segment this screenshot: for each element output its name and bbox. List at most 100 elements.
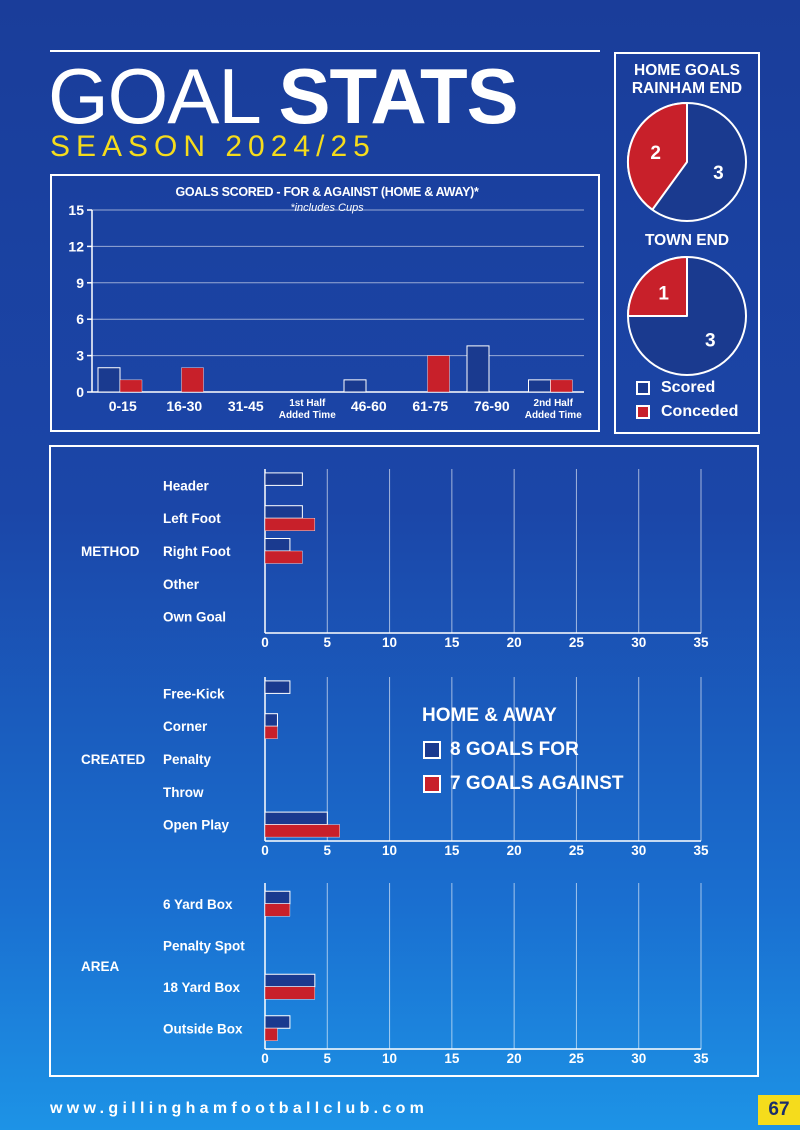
time-period-chart-panel: 0 3 6 9 12 15 0-15 16-30 31-45 1st Half Added Time… [50, 174, 600, 432]
bar-conceded [427, 355, 450, 393]
bar-conceded [181, 367, 204, 393]
goal-breakdown-panel: 0 5 10 15 20 25 30 35 Header Left Foot Right Foot O… [49, 445, 759, 1077]
key-title: HOME & AWAY [422, 705, 557, 726]
x-tick-label: 61-75 [412, 398, 448, 414]
town-conceded-value: 1 [658, 284, 669, 305]
x-tick-label: 0-15 [109, 398, 137, 414]
x-tick-label: Added Time [279, 410, 336, 421]
x-tick-label: 0 [261, 1051, 269, 1066]
category-label: Outside Box [163, 1021, 243, 1036]
x-tick-label: 2nd Half [534, 398, 574, 409]
key-for-label: 8 GOALS FOR [450, 739, 579, 760]
bar-scored [343, 379, 367, 393]
category-label: Open Play [163, 818, 230, 833]
x-tick-label: 35 [693, 635, 709, 650]
x-tick-label: 10 [382, 635, 397, 650]
category-label: 6 Yard Box [163, 897, 233, 912]
y-tick-label: 0 [76, 384, 84, 400]
bar-for [264, 890, 291, 905]
x-tick-label: 30 [631, 635, 646, 650]
rainham-end-pie: 23 [627, 102, 747, 222]
title-light: GOAL [48, 52, 259, 140]
group-label: METHOD [81, 544, 140, 559]
x-tick-label: 10 [382, 843, 397, 858]
category-label: 18 Yard Box [163, 980, 241, 995]
x-tick-label: 20 [507, 1051, 522, 1066]
x-tick-label: 35 [693, 1051, 709, 1066]
x-tick-label: 10 [382, 1051, 397, 1066]
season-subtitle: SEASON 2024/25 [50, 130, 376, 163]
legend-scored-label: Scored [661, 379, 716, 396]
y-tick-label: 3 [76, 348, 84, 364]
rainham-conceded-value: 2 [650, 143, 661, 164]
bar-for [264, 472, 303, 486]
bar-against [264, 550, 303, 564]
bar-for [264, 973, 316, 988]
town-end-pie: 13 [627, 256, 747, 376]
x-tick-label: 15 [444, 843, 460, 858]
y-tick-label: 12 [68, 238, 84, 254]
group-label: AREA [81, 959, 120, 974]
bar-scored [466, 345, 490, 393]
key-against-label: 7 GOALS AGAINST [450, 773, 624, 794]
x-tick-label: 30 [631, 1051, 646, 1066]
x-tick-label: 1st Half [289, 398, 326, 409]
group-label: CREATED [81, 752, 146, 767]
x-tick-label: 15 [444, 1051, 460, 1066]
key-against-swatch [423, 775, 441, 793]
rainham-scored-value: 3 [713, 163, 724, 184]
bar-against [264, 726, 278, 739]
category-label: Header [163, 478, 210, 493]
bar-for [264, 1015, 291, 1029]
time-chart-subtitle: *includes Cups [290, 202, 364, 214]
legend-scored-swatch [636, 381, 650, 395]
x-tick-label: 46-60 [351, 398, 387, 414]
y-tick-label: 6 [76, 311, 84, 327]
footer-url[interactable]: www.gillinghamfootballclub.com [50, 1100, 429, 1117]
time-chart-title: GOALS SCORED - FOR & AGAINST (HOME & AWA… [175, 185, 479, 199]
key-for-swatch [423, 741, 441, 759]
category-label: Own Goal [163, 610, 226, 625]
y-tick-label: 15 [68, 202, 84, 218]
bar-for [264, 680, 291, 694]
x-tick-label: 0 [261, 843, 269, 858]
x-tick-label: 25 [569, 1051, 585, 1066]
x-tick-label: 35 [693, 843, 709, 858]
x-tick-label: 5 [324, 1051, 332, 1066]
x-tick-label: 5 [324, 635, 332, 650]
bar-against [264, 517, 316, 531]
x-tick-label: 25 [569, 635, 585, 650]
category-label: Penalty Spot [163, 938, 245, 953]
bar-scored [97, 367, 121, 393]
x-tick-label: 20 [507, 843, 522, 858]
bar-for [264, 505, 303, 519]
x-tick-label: 0 [261, 635, 269, 650]
bar-for [264, 713, 278, 727]
x-tick-label: 16-30 [166, 398, 202, 414]
title-bold: STATS [278, 52, 519, 140]
bar-for [264, 811, 328, 826]
pie-title-line1: HOME GOALS [634, 62, 740, 79]
category-label: Other [163, 577, 200, 592]
goal-breakdown-chart: 0 5 10 15 20 25 30 35 Header Left Foot Right Foot O… [81, 469, 709, 1066]
page-number: 67 [758, 1095, 800, 1125]
x-tick-label: Added Time [525, 410, 582, 421]
bar-against [264, 824, 340, 838]
bar-conceded [550, 379, 573, 393]
category-label: Left Foot [163, 511, 221, 526]
town-slice-conceded [627, 256, 688, 317]
x-tick-label: 20 [507, 635, 522, 650]
bar-against [264, 1028, 278, 1041]
category-label: Corner [163, 719, 208, 734]
bar-conceded [119, 379, 143, 393]
y-tick-label: 9 [76, 275, 84, 291]
legend-conceded-label: Conceded [661, 403, 739, 420]
category-label: Right Foot [163, 544, 231, 559]
town-scored-value: 3 [705, 330, 716, 351]
x-tick-label: 76-90 [474, 398, 510, 414]
x-tick-label: 15 [444, 635, 460, 650]
x-tick-label: 31-45 [228, 398, 264, 414]
category-label: Throw [163, 785, 204, 800]
